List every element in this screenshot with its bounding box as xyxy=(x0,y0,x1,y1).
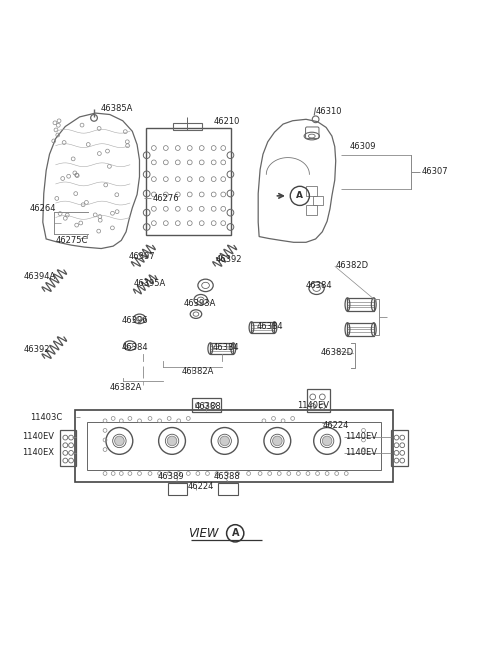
Text: 46384: 46384 xyxy=(212,343,239,352)
Circle shape xyxy=(273,436,282,445)
Text: 46307: 46307 xyxy=(422,168,448,176)
Text: 46264: 46264 xyxy=(29,204,56,214)
Bar xyxy=(87,422,381,470)
Text: 46389: 46389 xyxy=(157,472,184,481)
Text: 46224: 46224 xyxy=(323,421,348,430)
Text: 1140EV: 1140EV xyxy=(345,432,377,441)
Text: 1140EV: 1140EV xyxy=(22,432,54,441)
Text: 46276: 46276 xyxy=(153,194,180,203)
Bar xyxy=(313,196,323,206)
Text: 46396: 46396 xyxy=(121,316,148,325)
Bar xyxy=(348,298,374,311)
Circle shape xyxy=(167,436,177,445)
Text: 46393A: 46393A xyxy=(183,299,216,308)
Bar xyxy=(306,186,317,196)
Text: 46275C: 46275C xyxy=(56,236,88,245)
Circle shape xyxy=(220,436,229,445)
Text: 46392: 46392 xyxy=(24,345,50,354)
Bar xyxy=(192,398,221,412)
Text: 1140EV: 1140EV xyxy=(298,401,329,409)
Bar xyxy=(218,483,238,495)
Text: 46224: 46224 xyxy=(187,482,214,491)
Text: 1140EV: 1140EV xyxy=(345,449,377,457)
Text: 46385A: 46385A xyxy=(100,103,132,113)
Circle shape xyxy=(323,436,332,445)
Bar xyxy=(210,343,233,354)
Text: A: A xyxy=(231,529,239,538)
Bar xyxy=(173,123,202,130)
Bar xyxy=(307,389,330,412)
Text: VIEW: VIEW xyxy=(188,527,218,540)
Text: 46388: 46388 xyxy=(194,402,221,411)
Bar xyxy=(252,322,275,333)
Text: A: A xyxy=(296,191,303,200)
Bar xyxy=(168,483,187,495)
Bar xyxy=(391,430,408,466)
Text: 11403C: 11403C xyxy=(30,413,62,422)
Text: 46310: 46310 xyxy=(316,107,342,116)
Text: 46392: 46392 xyxy=(216,255,242,264)
Text: 46384: 46384 xyxy=(306,281,333,290)
Text: 46309: 46309 xyxy=(350,142,377,151)
Text: 46384: 46384 xyxy=(121,343,148,352)
Text: 46382D: 46382D xyxy=(336,261,369,270)
Text: 46210: 46210 xyxy=(214,117,240,126)
Bar xyxy=(60,430,76,466)
Text: 46382D: 46382D xyxy=(321,348,354,357)
Text: 46384: 46384 xyxy=(257,322,283,331)
Text: 46394A: 46394A xyxy=(24,272,56,281)
Text: 46388: 46388 xyxy=(214,472,240,481)
Bar xyxy=(306,206,317,215)
Bar xyxy=(348,323,374,336)
Text: 46382A: 46382A xyxy=(110,383,142,392)
Circle shape xyxy=(115,436,124,445)
Text: 46395A: 46395A xyxy=(134,279,166,288)
Text: 46397: 46397 xyxy=(129,252,156,261)
Bar xyxy=(75,410,393,481)
Text: 46382A: 46382A xyxy=(181,367,214,376)
Text: 1140EX: 1140EX xyxy=(22,449,54,457)
